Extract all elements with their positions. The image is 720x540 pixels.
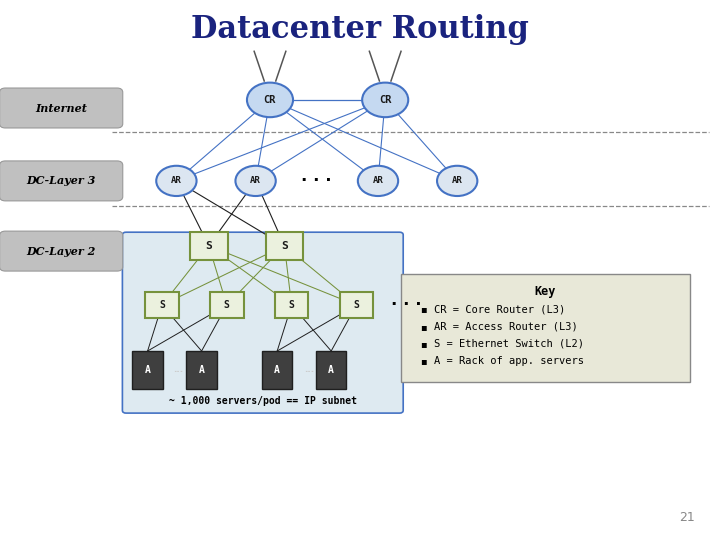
Text: AR: AR [171,177,181,185]
FancyBboxPatch shape [0,231,122,271]
Text: S: S [354,300,359,310]
Circle shape [247,83,293,117]
Text: Internet: Internet [35,103,87,113]
FancyBboxPatch shape [0,88,122,128]
Text: CR: CR [264,95,276,105]
Circle shape [156,166,197,196]
Text: A = Rack of app. servers: A = Rack of app. servers [434,356,584,366]
Circle shape [235,166,276,196]
Text: Datacenter Routing: Datacenter Routing [191,14,529,45]
Text: DC-Layer 2: DC-Layer 2 [27,246,96,256]
Text: Key: Key [535,285,556,298]
Text: A: A [145,365,150,375]
Circle shape [437,166,477,196]
Text: A: A [328,365,334,375]
Text: A: A [274,365,280,375]
Text: ~ 1,000 servers/pod == IP subnet: ~ 1,000 servers/pod == IP subnet [168,396,357,406]
FancyBboxPatch shape [210,293,243,318]
Text: CR: CR [379,95,392,105]
Text: S: S [205,241,212,251]
FancyBboxPatch shape [186,351,217,389]
Text: S: S [159,300,165,310]
FancyBboxPatch shape [122,232,403,413]
Text: ▪: ▪ [420,339,426,349]
Text: DC-Layer 3: DC-Layer 3 [27,176,96,186]
Text: CR = Core Router (L3): CR = Core Router (L3) [434,305,565,314]
FancyBboxPatch shape [316,351,346,389]
Circle shape [362,83,408,117]
Text: ...: ... [305,366,315,374]
Text: AR: AR [373,177,383,185]
Text: ...: ... [174,366,184,374]
Text: 21: 21 [679,511,695,524]
FancyBboxPatch shape [0,161,122,201]
Text: AR: AR [452,177,462,185]
Text: ▪: ▪ [420,322,426,332]
Text: · · ·: · · · [302,172,332,190]
FancyBboxPatch shape [275,293,308,318]
Text: A: A [199,365,204,375]
Text: S: S [289,300,294,310]
Text: S = Ethernet Switch (L2): S = Ethernet Switch (L2) [434,339,584,349]
FancyBboxPatch shape [340,293,373,318]
Text: ▪: ▪ [420,305,426,314]
Text: AR: AR [251,177,261,185]
FancyBboxPatch shape [190,232,228,260]
Circle shape [358,166,398,196]
FancyBboxPatch shape [132,351,163,389]
FancyBboxPatch shape [262,351,292,389]
Text: AR = Access Router (L3): AR = Access Router (L3) [434,322,578,332]
Text: S: S [281,241,288,251]
FancyBboxPatch shape [266,232,303,260]
FancyBboxPatch shape [145,293,179,318]
FancyBboxPatch shape [401,274,690,382]
Text: · · ·: · · · [392,296,422,314]
Text: S: S [224,300,230,310]
Text: ▪: ▪ [420,356,426,366]
